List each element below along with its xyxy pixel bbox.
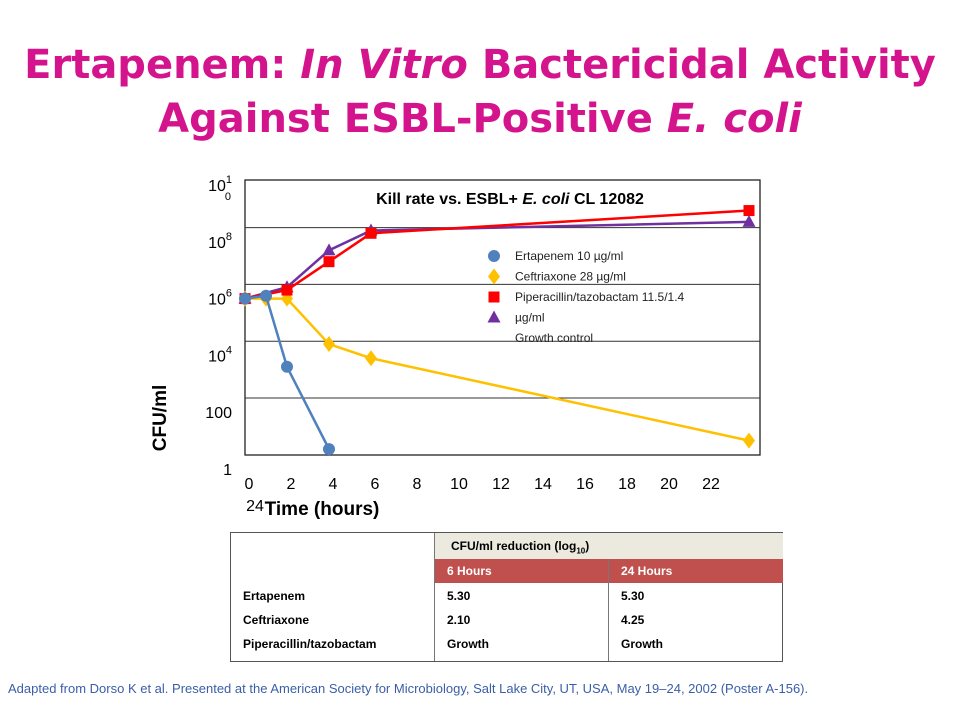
row-24h: Growth xyxy=(621,637,663,651)
data-point xyxy=(323,443,335,456)
slide-title: Ertapenem: In Vitro Bactericidal Activit… xyxy=(0,38,960,146)
legend-label: Ertapenem 10 µg/ml xyxy=(515,249,623,263)
data-point xyxy=(323,256,335,268)
row-6h: 2.10 xyxy=(447,613,471,627)
chart-title: Kill rate vs. ESBL+ E. coli CL 12082 xyxy=(376,191,644,208)
footnote: Adapted from Dorso K et al. Presented at… xyxy=(8,681,809,696)
data-point xyxy=(365,350,377,367)
data-point xyxy=(239,292,251,305)
data-point xyxy=(742,214,756,227)
title-part: Bactericidal Activity xyxy=(481,42,936,88)
plot-area xyxy=(244,179,761,456)
row-drug: Ceftriaxone xyxy=(243,613,310,627)
x-tick-label: 10 xyxy=(450,476,468,493)
row-6h: Growth xyxy=(447,637,489,651)
data-point xyxy=(487,310,501,323)
table-divider xyxy=(434,533,435,661)
col-6-hours: 6 Hours xyxy=(447,564,492,578)
title-italic-part: In Vitro xyxy=(300,42,468,88)
series-line xyxy=(244,294,331,450)
legend-label: Piperacillin/tazobactam 11.5/1.4 xyxy=(515,290,685,304)
title-part: Against ESBL-Positive xyxy=(158,96,653,142)
x-tick-label: 20 xyxy=(660,476,678,493)
x-tick-label: 16 xyxy=(576,476,594,493)
row-drug: Piperacillin/tazobactam xyxy=(243,637,377,651)
table-divider xyxy=(608,559,609,661)
row-24h: 4.25 xyxy=(621,613,645,627)
x-tick-label: 2 xyxy=(287,476,296,493)
x-tick-label: 18 xyxy=(618,476,636,493)
row-24h: 5.30 xyxy=(621,589,645,603)
data-point xyxy=(488,268,500,285)
data-point xyxy=(281,284,293,296)
row-drug: Ertapenem xyxy=(243,589,306,603)
x-tick-label: 0 xyxy=(245,476,254,493)
data-point xyxy=(323,336,335,353)
reduction-table: CFU/ml reduction (log10) 6 Hours 24 Hour… xyxy=(230,532,783,662)
data-point xyxy=(743,432,755,449)
y-tick-label: 106 xyxy=(208,288,232,309)
x-tick-label: 24 xyxy=(246,498,264,515)
x-tick-label: 14 xyxy=(534,476,552,493)
data-point xyxy=(365,227,377,239)
x-tick-label: 8 xyxy=(413,476,422,493)
legend-label: Ceftriaxone 28 µg/ml xyxy=(515,270,626,284)
x-tick-label: 6 xyxy=(371,476,380,493)
x-tick-label: 22 xyxy=(702,476,720,493)
x-tick-label: 4 xyxy=(329,476,338,493)
data-point xyxy=(488,250,500,262)
data-point xyxy=(743,205,755,217)
title-part: Ertapenem: xyxy=(24,42,287,88)
table-header: CFU/ml reduction (log10) xyxy=(451,539,590,556)
data-point xyxy=(260,289,272,302)
x-tick-label: 12 xyxy=(492,476,510,493)
table-header-band xyxy=(434,533,783,560)
title-line-2: Against ESBL-Positive E. coli xyxy=(0,92,960,146)
y-tick-label: 101 xyxy=(208,174,232,195)
y-tick-label: 100 xyxy=(205,405,232,422)
y-tick-label: 1 xyxy=(223,462,232,479)
data-point xyxy=(488,291,500,303)
title-line-1: Ertapenem: In Vitro Bactericidal Activit… xyxy=(0,38,960,92)
legend-label: µg/ml xyxy=(515,311,545,325)
y-tick-label-exp: 0 xyxy=(225,191,231,203)
title-italic-part: E. coli xyxy=(666,96,802,142)
series-circle xyxy=(239,289,335,456)
x-axis-title: Time (hours) xyxy=(265,499,380,520)
col-24-hours: 24 Hours xyxy=(621,564,673,578)
data-point xyxy=(322,243,336,256)
y-tick-label: 104 xyxy=(208,344,232,365)
legend-label: Growth control xyxy=(515,331,593,345)
y-tick-label: 108 xyxy=(208,231,232,252)
legend: Ertapenem 10 µg/ml Ceftriaxone 28 µg/ml Pi… xyxy=(487,249,685,345)
data-point xyxy=(281,360,293,373)
row-6h: 5.30 xyxy=(447,589,471,603)
y-axis-title: CFU/ml xyxy=(150,385,171,452)
data-series xyxy=(238,205,756,456)
